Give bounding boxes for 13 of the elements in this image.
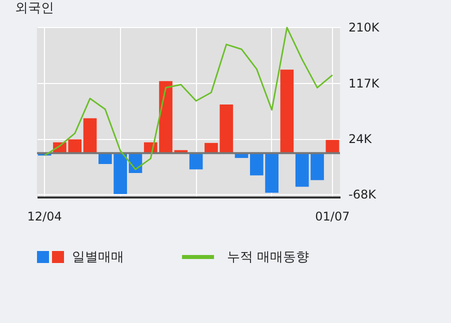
x-tick-label: 01/07	[315, 210, 350, 224]
line-series	[44, 26, 334, 170]
legend-label: 누적 매매동향	[227, 250, 310, 265]
y-tick-label: 210K	[348, 20, 380, 34]
y-tick-label: 117K	[348, 76, 380, 90]
y-tick-label: -68K	[348, 187, 378, 202]
chart-title: 외국인	[14, 1, 54, 16]
x-tick-label: 12/04	[27, 210, 62, 224]
y-tick-label: 24K	[348, 132, 373, 146]
bar	[189, 153, 203, 170]
bar	[83, 118, 97, 154]
bar	[280, 70, 294, 154]
legend-label: 일별매매	[72, 250, 124, 265]
